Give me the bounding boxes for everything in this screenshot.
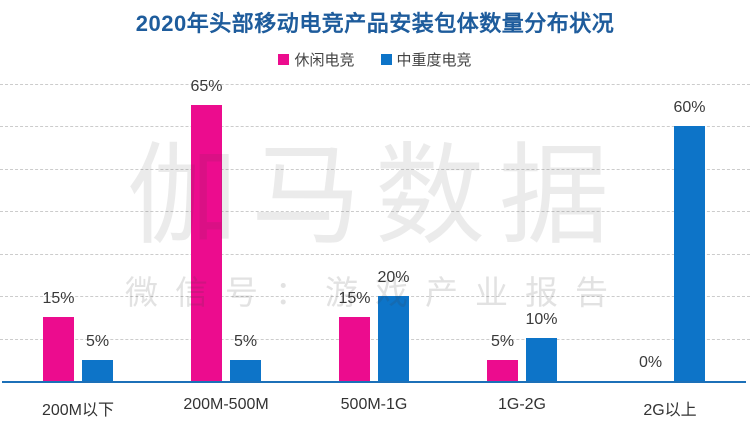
gridline-40 — [0, 211, 750, 212]
category-label-0: 200M以下 — [41, 402, 115, 419]
legend-item-casual: 休闲电竞 — [278, 49, 355, 70]
value-label-casual-0: 15% — [42, 290, 75, 307]
value-label-midcore-0: 5% — [85, 333, 110, 350]
legend: 休闲电竞 中重度电竞 — [0, 49, 750, 70]
bar-casual-2 — [339, 317, 370, 381]
gridline-70 — [0, 84, 750, 85]
value-label-casual-4: 0% — [638, 354, 663, 371]
value-label-midcore-1: 5% — [233, 333, 258, 350]
value-label-casual-3: 5% — [490, 333, 515, 350]
gridline-60 — [0, 126, 750, 127]
value-label-midcore-4: 60% — [673, 99, 706, 116]
bar-midcore-2 — [378, 296, 409, 381]
bar-midcore-0 — [82, 360, 113, 381]
value-label-casual-2: 15% — [338, 290, 371, 307]
bar-midcore-1 — [230, 360, 261, 381]
category-label-1: 200M-500M — [183, 396, 269, 413]
gridline-50 — [0, 169, 750, 170]
chart-title: 2020年头部移动电竞产品安装包体数量分布状况 — [135, 11, 615, 36]
bar-midcore-4 — [674, 126, 705, 381]
category-label-2: 500M-1G — [340, 396, 408, 413]
legend-item-midcore: 中重度电竞 — [380, 49, 472, 70]
legend-swatch-casual — [278, 54, 290, 65]
value-label-midcore-2: 20% — [377, 269, 410, 286]
value-label-midcore-3: 10% — [525, 311, 558, 328]
gridline-20 — [0, 296, 750, 297]
gridline-10 — [0, 339, 750, 340]
value-label-casual-1: 65% — [190, 78, 223, 95]
category-label-3: 1G-2G — [497, 396, 546, 413]
bar-casual-3 — [487, 360, 518, 381]
legend-label-midcore: 中重度电竞 — [396, 52, 472, 69]
bar-midcore-3 — [526, 338, 557, 381]
legend-label-casual: 休闲电竞 — [294, 52, 355, 69]
bar-casual-1 — [191, 105, 222, 381]
category-label-4: 2G以上 — [643, 402, 697, 419]
gridline-30 — [0, 254, 750, 255]
legend-swatch-midcore — [380, 54, 392, 65]
x-axis-line — [2, 381, 746, 383]
bar-casual-0 — [43, 317, 74, 381]
